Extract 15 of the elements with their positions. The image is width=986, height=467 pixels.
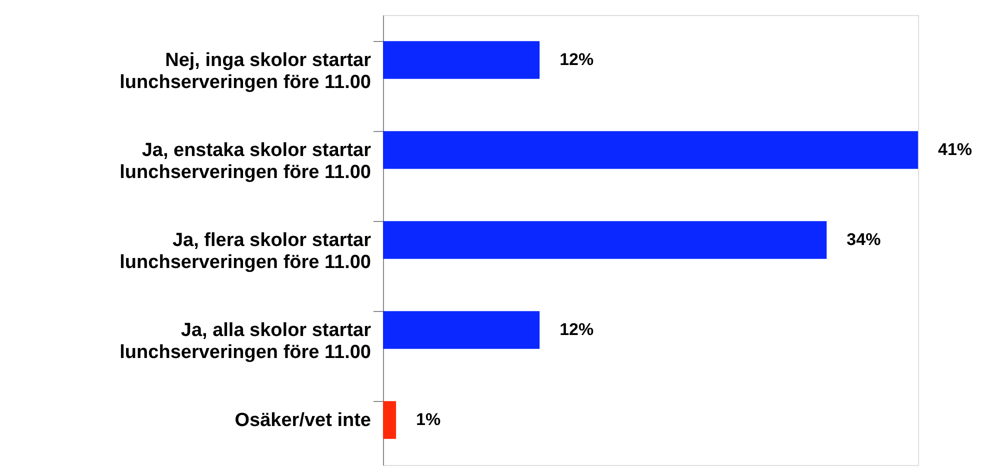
data-label: 1% [416,410,441,429]
data-label: 41% [938,140,972,159]
y-tick-label: Ja, flera skolor startar lunchserveringen före 11.00 [120,230,372,273]
bar [383,41,540,79]
y-tick-label: Ja, alla skolor startar lunchserveringen före 11.00 [120,320,372,363]
bar [383,131,918,169]
y-tick-label: Ja, enstaka skolor startar lunchserveringen före 11.00 [120,140,372,183]
y-tick-label: Osäker/vet inte [234,410,371,431]
data-label: 12% [560,50,594,69]
bar [383,221,827,259]
bar [383,311,540,349]
data-label: 34% [846,230,881,249]
data-label: 12% [560,320,594,339]
bar [383,401,396,439]
y-tick-label: Nej, inga skolor startar lunchserveringen före 11.00 [120,50,372,93]
